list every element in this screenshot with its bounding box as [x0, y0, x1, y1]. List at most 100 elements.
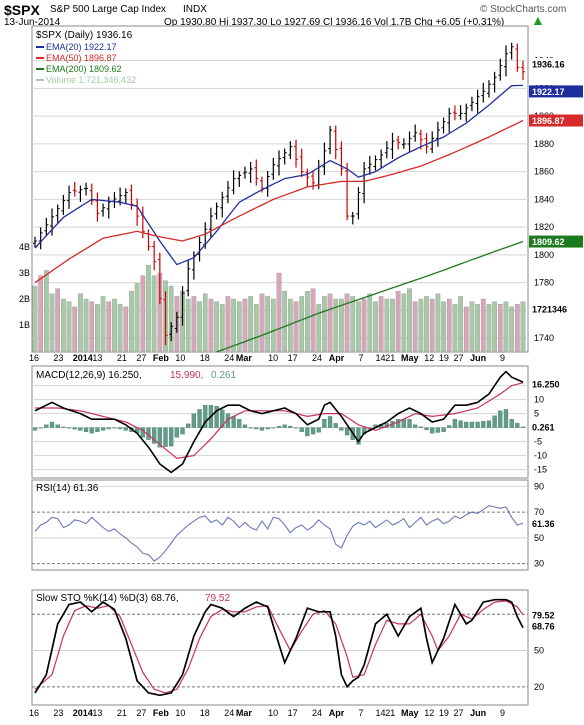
ema20-line [34, 84, 524, 266]
macd-histogram-bar [32, 427, 38, 431]
macd-histogram-bar [248, 427, 253, 429]
volume-tag-text: 1721346 [532, 305, 567, 315]
rsi-last-tag: 61.36 [529, 517, 583, 530]
macd-histogram-bar [231, 416, 236, 428]
volume-bar [265, 296, 271, 352]
volume-bar [208, 298, 214, 352]
macd-histogram-bar [95, 427, 100, 432]
bottom-x-label: 9 [500, 708, 505, 718]
volume-bar [509, 306, 515, 352]
ema50-line [34, 119, 524, 284]
sto-legend-d: 79.52 [205, 593, 230, 604]
price-x-label: May [401, 353, 419, 363]
macd-histogram-bar [100, 427, 106, 431]
ema20-tag-box [529, 85, 583, 98]
volume-bar [322, 296, 327, 352]
price-legend-item: EMA(50) 1896.87 [46, 53, 117, 63]
price-x-label: 10 [175, 353, 185, 363]
bottom-x-label: 18 [200, 708, 210, 718]
macd-y-tick: 5 [534, 409, 539, 419]
price-x-label: 24 [224, 353, 234, 363]
macd-histogram-bar [186, 423, 191, 428]
price-x-label: Feb [153, 353, 170, 363]
price-legend-item: EMA(200) 1809.62 [46, 64, 122, 74]
price-y-tick: 1860 [534, 167, 554, 177]
volume-axis-label: 2B [19, 294, 30, 304]
price-x-label: 18 [200, 353, 210, 363]
macd-histogram-bar [191, 413, 197, 428]
volume-bar [401, 293, 407, 352]
volume-bar [293, 301, 299, 352]
bottom-x-label: 7 [358, 708, 363, 718]
price-y-tick: 1840 [534, 194, 554, 204]
volume-bar [435, 293, 441, 352]
macd-histogram-bar [197, 409, 202, 428]
macd-histogram-bar [316, 427, 321, 433]
macd-histogram-bar [503, 409, 509, 428]
macd-histogram-bar [169, 427, 174, 447]
macd-histogram-bar [424, 427, 429, 431]
price-x-label: 2014 [73, 353, 93, 363]
volume-bar [486, 304, 492, 352]
volume-bar [61, 298, 66, 352]
volume-bar [327, 293, 333, 352]
volume-bar [344, 293, 350, 352]
price-x-label: Jun [470, 353, 486, 363]
bottom-x-label: 19 [439, 708, 449, 718]
volume-bar [95, 304, 100, 352]
price-x-label: Apr [329, 353, 345, 363]
macd-histogram-bar [469, 421, 475, 428]
macd-legend-hist: 0.261 [211, 370, 236, 381]
macd-histogram-bar [458, 420, 463, 428]
bottom-x-label: May [401, 708, 419, 718]
ema200-tag-text: 1809.62 [532, 237, 565, 247]
macd-hist-tag-box [529, 420, 583, 433]
price-x-label: 21 [117, 353, 127, 363]
bottom-x-label: 13 [92, 708, 102, 718]
macd-y-tick: -15 [534, 465, 547, 475]
volume-bar [497, 304, 503, 352]
rsi-y-tick: 30 [534, 559, 544, 569]
bottom-x-label: 24 [312, 708, 322, 718]
macd-histogram-bar [430, 427, 435, 434]
volume-bar [418, 298, 424, 352]
macd-histogram-bar [123, 427, 128, 431]
volume-bar [305, 291, 310, 352]
ema50-tag-text: 1896.87 [532, 116, 565, 126]
price-y-tick: 1800 [534, 250, 554, 260]
volume-bar [282, 291, 288, 352]
price-x-label: 14 [375, 353, 385, 363]
ema200-tag-box [529, 235, 583, 248]
volume-bar [514, 304, 520, 352]
macd-histogram-bar [327, 416, 333, 428]
macd-histogram-bar [237, 419, 242, 428]
volume-bar [202, 293, 208, 352]
ema50-tag-box [529, 114, 583, 127]
bottom-x-label: 14 [375, 708, 385, 718]
macd-histogram-bar [220, 409, 225, 428]
macd-histogram-bar [203, 405, 208, 428]
macd-histogram-bar [271, 427, 276, 429]
macd-panel [31, 365, 529, 479]
volume-bar [231, 298, 236, 352]
volume-bar [412, 301, 418, 352]
bottom-x-label: Feb [153, 708, 170, 718]
volume-bar [384, 298, 390, 352]
volume-bar [89, 301, 95, 352]
last-close-tag: 1936.16 [529, 58, 583, 71]
bottom-x-label: 27 [454, 708, 464, 718]
macd-histogram-bar [413, 424, 418, 428]
volume-axis-label: 4B [19, 242, 30, 252]
volume-bar [197, 301, 202, 352]
price-x-label: 17 [288, 353, 298, 363]
macd-histogram-bar [464, 421, 469, 428]
macd-histogram-bar [475, 421, 480, 428]
bottom-x-label: Apr [329, 708, 345, 718]
macd-histogram-bar [333, 423, 338, 428]
volume-bar [446, 298, 452, 352]
macd-histogram-bar [214, 405, 219, 428]
volume-bar [55, 288, 61, 352]
bottom-x-label: 10 [268, 708, 278, 718]
volume-bar [475, 304, 480, 352]
macd-histogram-bar [293, 427, 299, 429]
